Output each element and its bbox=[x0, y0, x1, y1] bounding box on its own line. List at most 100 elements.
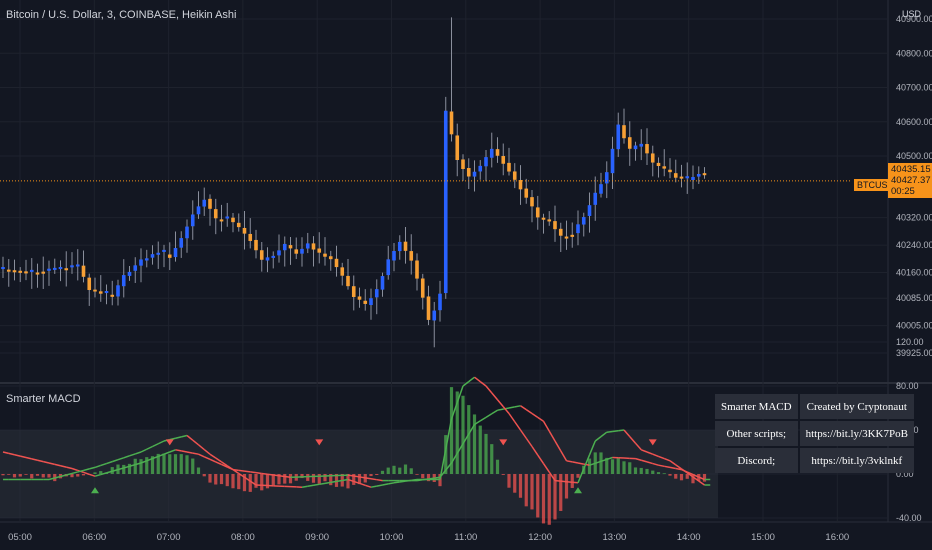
candle-body bbox=[29, 269, 34, 272]
macd-line-segment bbox=[588, 440, 596, 456]
signal-line-segment bbox=[163, 451, 171, 455]
signal-line-segment bbox=[456, 443, 464, 454]
macd-line-segment bbox=[652, 453, 659, 458]
candle-body bbox=[668, 169, 672, 173]
macd-line-segment bbox=[600, 431, 608, 438]
candle-body bbox=[501, 156, 506, 164]
candle-body bbox=[535, 207, 540, 218]
macd-line-segment bbox=[226, 465, 234, 471]
histogram-bar bbox=[76, 474, 80, 477]
macd-line-segment bbox=[468, 376, 475, 383]
candle-body bbox=[449, 111, 454, 135]
histogram-bar bbox=[81, 474, 86, 476]
candle-body bbox=[75, 264, 80, 267]
signal-line-segment bbox=[577, 462, 584, 465]
candle-body bbox=[202, 199, 207, 207]
table-cell[interactable]: https://bit.ly/3KK7PoB bbox=[799, 421, 914, 446]
histogram-bar bbox=[674, 474, 678, 479]
histogram-bar bbox=[530, 474, 534, 510]
candle-body bbox=[673, 173, 678, 178]
histogram-bar bbox=[449, 387, 454, 474]
histogram-bar bbox=[639, 467, 643, 474]
candle-body bbox=[41, 271, 46, 274]
candle-body bbox=[679, 176, 684, 179]
histogram-bar bbox=[536, 474, 540, 518]
chart-title: Bitcoin / U.S. Dollar, 3, COINBASE, Heik… bbox=[6, 9, 237, 21]
candle-body bbox=[328, 256, 333, 260]
indicator-tick-label: 0.00 bbox=[896, 469, 914, 479]
histogram-bar bbox=[679, 474, 684, 481]
signal-line-segment bbox=[106, 470, 113, 474]
candle-body bbox=[455, 135, 460, 161]
histogram-bar bbox=[478, 425, 482, 474]
signal-line-segment bbox=[60, 465, 67, 468]
candle-body bbox=[696, 173, 701, 177]
table-cell: Other scripts; bbox=[715, 421, 798, 446]
signal-line-segment bbox=[658, 464, 665, 468]
candle-body bbox=[334, 258, 339, 268]
macd-line-segment bbox=[456, 385, 464, 403]
histogram-bar bbox=[288, 474, 293, 484]
candle-body bbox=[374, 289, 379, 298]
macd-line-segment bbox=[491, 392, 499, 401]
signal-line-segment bbox=[203, 456, 211, 461]
signal-line-segment bbox=[255, 471, 262, 475]
signal-line-segment bbox=[112, 468, 119, 472]
histogram-bar bbox=[685, 474, 689, 479]
signal-line-segment bbox=[94, 473, 101, 477]
signal-line-segment bbox=[198, 453, 205, 458]
candle-body bbox=[415, 260, 419, 279]
candle-body bbox=[604, 172, 609, 184]
macd-line-segment bbox=[347, 478, 354, 483]
signal-line-segment bbox=[462, 433, 470, 445]
signal-line-segment bbox=[595, 460, 602, 464]
macd-line-segment bbox=[531, 446, 539, 456]
macd-line-segment bbox=[169, 437, 176, 441]
histogram-bar bbox=[633, 467, 638, 474]
macd-line-segment bbox=[89, 466, 96, 470]
histogram-bar bbox=[392, 465, 396, 474]
candle-body bbox=[461, 159, 465, 170]
macd-line-segment bbox=[548, 471, 556, 482]
histogram-bar bbox=[47, 474, 51, 478]
histogram-bar bbox=[490, 444, 494, 474]
macd-line-segment bbox=[450, 402, 458, 420]
candle-body bbox=[478, 165, 483, 172]
histogram-bar bbox=[162, 453, 166, 474]
info-table: Smarter MACD Created by Cryptonaut Other… bbox=[713, 392, 916, 475]
macd-line-segment bbox=[542, 463, 550, 473]
histogram-bar bbox=[214, 474, 218, 485]
macd-line-segment bbox=[537, 454, 545, 464]
time-tick-label: 13:00 bbox=[603, 532, 627, 543]
price-badge-countdown: 00:25 bbox=[891, 186, 915, 197]
indicator-tick-label: 80.00 bbox=[896, 381, 919, 391]
signal-line-segment bbox=[2, 451, 9, 455]
candle-body bbox=[144, 258, 149, 261]
histogram-bar bbox=[346, 474, 350, 489]
candle-body bbox=[369, 298, 373, 306]
histogram-bar bbox=[662, 473, 666, 475]
macd-line-segment bbox=[117, 457, 124, 461]
signal-line-segment bbox=[635, 457, 642, 461]
histogram-bar bbox=[461, 395, 465, 474]
table-cell[interactable]: https://bit.ly/3vklnkf bbox=[799, 448, 914, 473]
signal-line-segment bbox=[600, 458, 607, 463]
candle-body bbox=[12, 270, 17, 273]
macd-line-segment bbox=[192, 439, 199, 446]
macd-line-segment bbox=[618, 429, 625, 432]
histogram-bar bbox=[300, 474, 304, 479]
candle-body bbox=[121, 275, 126, 287]
candle-body bbox=[340, 267, 345, 276]
price-badge-price1: 40435.15 bbox=[891, 164, 931, 175]
candle-body bbox=[213, 209, 218, 219]
indicator-tick-label: -40.00 bbox=[896, 513, 922, 523]
macd-line-segment bbox=[365, 484, 372, 488]
candles-group bbox=[1, 17, 707, 348]
signal-line-segment bbox=[508, 406, 515, 409]
histogram-bar bbox=[513, 474, 517, 493]
time-tick-label: 16:00 bbox=[825, 532, 849, 543]
candle-body bbox=[645, 144, 649, 154]
macd-line-segment bbox=[71, 471, 78, 475]
histogram-bar bbox=[645, 468, 649, 474]
signal-line-segment bbox=[140, 460, 148, 464]
